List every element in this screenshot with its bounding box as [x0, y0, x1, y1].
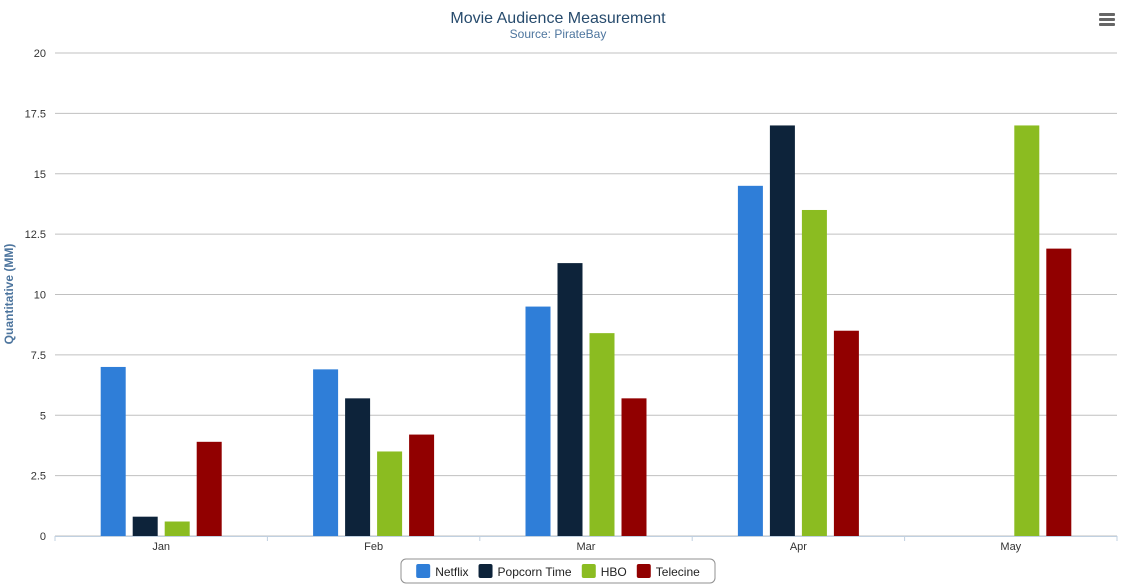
y-tick-label: 0 [40, 531, 46, 543]
bar-telecine-may[interactable] [1046, 248, 1072, 537]
legend-item-hbo[interactable]: HBO [581, 564, 627, 579]
bar-hbo-mar[interactable] [589, 333, 615, 536]
x-tick-label: Mar [577, 541, 596, 553]
bar-netflix-apr[interactable] [737, 185, 763, 536]
bar-telecine-feb[interactable] [409, 434, 435, 536]
legend-item-netflix[interactable]: Netflix [416, 564, 469, 579]
bars [100, 125, 1072, 537]
legend-symbol [416, 564, 431, 578]
hamburger-menu-icon [1099, 13, 1115, 26]
x-tick-label: Feb [364, 541, 383, 553]
legend-label: Telecine [656, 565, 700, 579]
legend-symbol [478, 564, 493, 578]
y-tick-label: 12.5 [25, 229, 46, 241]
legend-symbol [636, 564, 651, 578]
legend-symbol [581, 564, 596, 578]
x-tick-label: Apr [790, 541, 807, 553]
bar-hbo-feb[interactable] [377, 451, 403, 536]
bar-netflix-mar[interactable] [525, 306, 551, 536]
y-tick-label: 10 [34, 290, 46, 302]
y-tick-label: 20 [34, 48, 46, 60]
y-tick-label: 17.5 [25, 108, 46, 120]
bar-netflix-jan[interactable] [100, 366, 126, 536]
chart-title: Movie Audience Measurement [450, 10, 666, 27]
x-tick-label: Jan [152, 541, 170, 553]
y-tick-label: 5 [40, 410, 46, 422]
chart-menu-button[interactable] [1094, 8, 1118, 30]
chart-subtitle: Source: PirateBay [510, 27, 607, 41]
legend-label: Netflix [435, 565, 468, 579]
bar-popcorn-time-feb[interactable] [345, 398, 371, 536]
x-tick-label: May [1000, 541, 1021, 553]
x-axis: Jan Feb Mar Apr May [54, 536, 1118, 553]
bar-hbo-may[interactable] [1014, 125, 1040, 536]
legend-item-popcorn-time[interactable]: Popcorn Time [478, 564, 572, 579]
y-axis-tick-labels: 0 2.5 5 7.5 10 12.5 15 17.5 20 [25, 48, 46, 543]
bar-telecine-apr[interactable] [833, 330, 859, 536]
y-tick-label: 15 [34, 169, 46, 181]
bar-popcorn-time-jan[interactable] [132, 516, 158, 536]
bar-hbo-jan[interactable] [164, 521, 190, 536]
y-axis-title: Quantitative (MM) [2, 244, 16, 345]
bar-popcorn-time-apr[interactable] [769, 125, 795, 536]
legend: Netflix Popcorn Time HBO Telecine [400, 558, 716, 584]
bar-hbo-apr[interactable] [801, 209, 827, 536]
y-tick-label: 2.5 [31, 471, 46, 483]
bar-telecine-mar[interactable] [621, 398, 647, 536]
legend-label: HBO [601, 565, 627, 579]
legend-label: Popcorn Time [498, 565, 572, 579]
y-tick-label: 7.5 [31, 350, 46, 362]
bar-popcorn-time-mar[interactable] [557, 263, 583, 536]
bar-netflix-feb[interactable] [313, 369, 339, 536]
bar-telecine-jan[interactable] [196, 441, 222, 536]
legend-item-telecine[interactable]: Telecine [636, 564, 700, 579]
gridlines [55, 52, 1117, 537]
